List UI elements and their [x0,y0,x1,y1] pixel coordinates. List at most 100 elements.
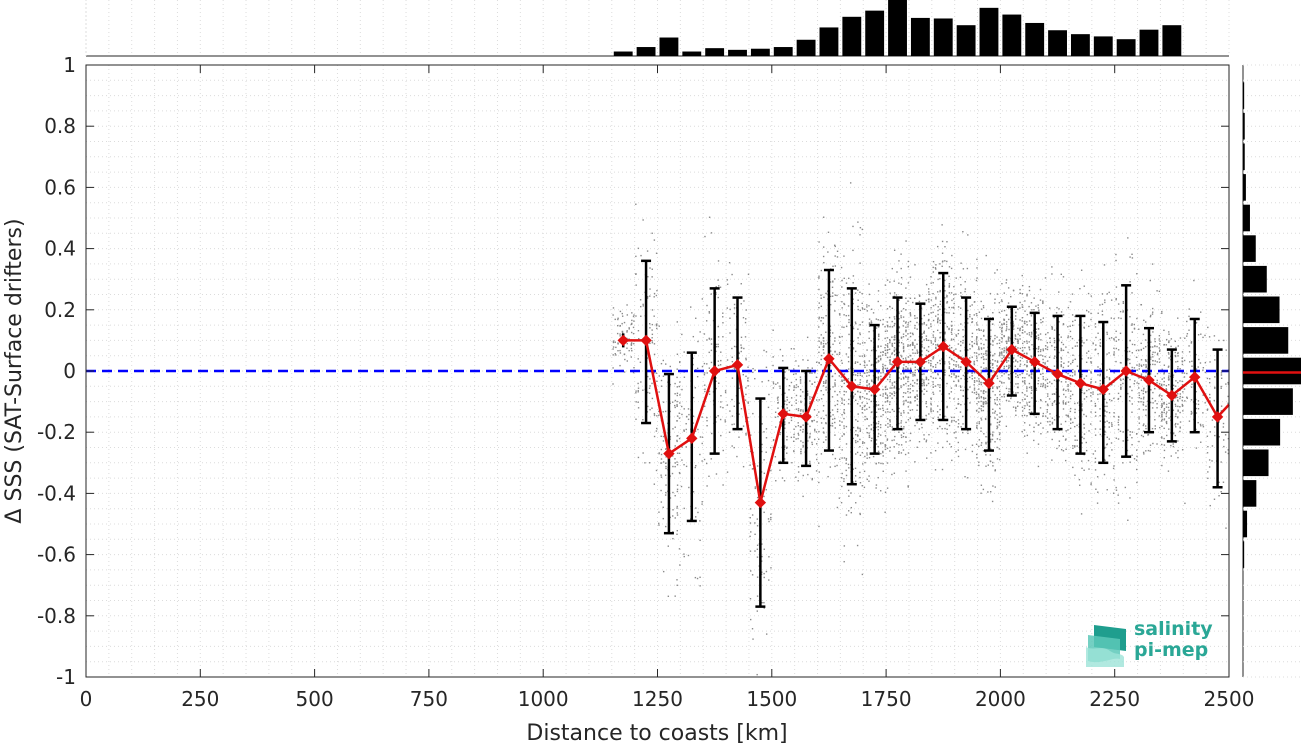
scatter-point [630,342,633,345]
scatter-point [1024,383,1026,385]
y-tick-label: -1 [56,665,76,689]
scatter-point [1115,437,1118,439]
scatter-point [875,411,878,414]
scatter-point [1037,336,1040,339]
scatter-point [939,359,941,362]
scatter-point [868,384,870,386]
scatter-point [1108,368,1111,370]
scatter-point [868,406,871,409]
scatter-point [923,381,925,383]
scatter-point [1108,399,1111,401]
scatter-point [891,397,893,399]
scatter-point [747,401,749,403]
scatter-point [1113,415,1115,418]
scatter-point [1088,311,1090,313]
scatter-point [809,433,811,435]
logo-text-line2: pi-mep [1134,639,1209,661]
scatter-point [1044,362,1046,364]
scatter-point [612,340,615,342]
scatter-point [1190,410,1193,413]
scatter-point [1065,371,1067,374]
scatter-point [809,372,811,374]
scatter-point [973,291,976,293]
scatter-point [1095,344,1097,346]
scatter-point [818,399,820,401]
scatter-point [1197,366,1199,368]
scatter-point [998,339,1001,341]
scatter-point [868,386,871,388]
scatter-point [996,336,998,338]
scatter-point [802,441,804,444]
x-tick-label: 1250 [632,687,683,711]
scatter-point [1142,333,1145,336]
scatter-point [694,387,697,389]
scatter-point [1197,403,1200,406]
scatter-point [1017,340,1019,342]
scatter-point [973,352,976,354]
scatter-point [1113,397,1115,400]
scatter-point [946,241,948,243]
scatter-point [950,346,953,349]
scatter-point [795,476,797,478]
scatter-point [683,555,685,558]
scatter-point [1117,494,1119,496]
scatter-point [946,406,948,409]
scatter-point [740,344,742,346]
scatter-point [916,378,919,381]
scatter-point [900,253,902,255]
scatter-point [1177,381,1179,384]
scatter-point [907,401,909,403]
scatter-point [1005,387,1008,390]
scatter-point [1127,237,1129,239]
scatter-point [740,346,743,349]
scatter-point [646,250,649,252]
scatter-point [793,386,795,389]
scatter-point [900,420,903,422]
scatter-point [868,434,871,437]
scatter-point [1003,322,1005,325]
scatter-point [653,315,655,317]
scatter-point [1039,288,1042,291]
scatter-point [932,357,934,360]
scatter-point [1136,382,1138,384]
scatter-point [1222,481,1225,483]
scatter-point [619,335,621,337]
scatter-point [1003,349,1005,352]
scatter-point [1062,343,1065,346]
scatter-point [1138,422,1141,424]
scatter-point [1136,455,1138,458]
scatter-point [978,347,980,350]
scatter-point [1012,325,1014,327]
scatter-point [1028,374,1030,376]
scatter-point [728,431,731,433]
scatter-point [795,425,797,428]
scatter-point [889,401,891,403]
scatter-point [761,571,763,573]
scatter-point [660,379,663,382]
scatter-point [971,450,974,453]
scatter-point [939,425,941,428]
scatter-point [925,401,928,403]
scatter-point [1138,365,1140,367]
scatter-point [859,343,861,345]
scatter-point [1143,388,1145,390]
scatter-point [822,322,824,325]
scatter-point [953,285,955,288]
scatter-point [1028,382,1031,385]
scatter-point [882,363,884,366]
scatter-point [676,440,678,443]
scatter-point [951,328,953,330]
scatter-point [797,466,800,468]
scatter-point [1213,335,1216,337]
scatter-point [971,344,973,347]
scatter-point [806,447,809,449]
scatter-point [900,444,903,446]
scatter-point [841,380,843,383]
scatter-point [1058,351,1060,354]
scatter-point [676,321,678,323]
scatter-point [898,339,900,342]
scatter-point [875,349,877,352]
scatter-point [1104,446,1106,449]
scatter-point [1151,313,1154,315]
scatter-point [902,347,905,350]
